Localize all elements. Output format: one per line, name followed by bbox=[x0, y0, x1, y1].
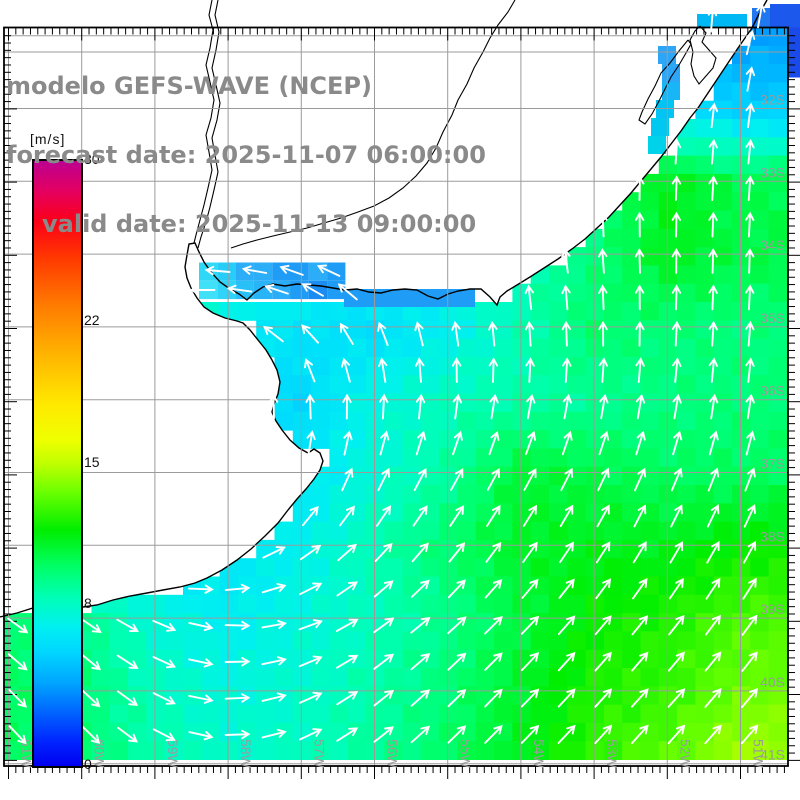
colorbar-tick-label: 8 bbox=[84, 594, 92, 611]
lon-label: 55W bbox=[458, 739, 474, 769]
estuary-cells bbox=[199, 46, 680, 307]
lat-label: 34S bbox=[760, 237, 785, 253]
colorbar-gradient bbox=[32, 159, 83, 768]
lagoon-outline bbox=[638, 39, 692, 125]
lat-label: 33S bbox=[760, 164, 785, 180]
lat-label: 36S bbox=[760, 383, 785, 399]
map-title-block: modelo GEFS-WAVE (NCEP) forecast date: 2… bbox=[6, 29, 486, 282]
lon-label: 60W bbox=[92, 739, 108, 769]
sea-speed-cells bbox=[4, 27, 788, 760]
lat-label: 37S bbox=[760, 456, 785, 472]
model-title: modelo GEFS-WAVE (NCEP) bbox=[6, 72, 372, 100]
lon-label: 53W bbox=[604, 739, 620, 769]
lat-label: 38S bbox=[760, 528, 785, 544]
lat-label: 39S bbox=[760, 601, 785, 617]
direction-arrows bbox=[7, 2, 766, 745]
forecast-date: forecast date: 2025-11-07 06:00:00 bbox=[6, 141, 486, 169]
longitude-labels: 61W 60W 59W 58W 57W 56W 55W 54W 53W 52W 51W bbox=[19, 739, 767, 769]
lat-label: 32S bbox=[760, 92, 785, 108]
lon-label: 52W bbox=[677, 739, 693, 769]
land-mask bbox=[0, 0, 767, 617]
lon-label: 61W bbox=[19, 739, 35, 769]
colorbar-tick-label: 15 bbox=[84, 453, 100, 470]
lagoon-outline bbox=[689, 25, 717, 85]
river-line bbox=[193, 0, 215, 244]
latitude-labels: 32S 33S 34S 35S 36S 37S 38S 39S 40S 41S bbox=[760, 92, 785, 763]
lat-label: 35S bbox=[760, 310, 785, 326]
colorbar-tick-label: 30 bbox=[84, 151, 100, 167]
colorbar-tick-label: 22 bbox=[84, 312, 100, 329]
lon-label: 51W bbox=[751, 739, 767, 769]
lat-label: 41S bbox=[760, 747, 785, 763]
lon-label: 54W bbox=[531, 739, 547, 769]
valid-date: valid date: 2025-11-13 09:00:00 bbox=[42, 210, 477, 238]
map-frame bbox=[3, 26, 800, 779]
colorbar-tick-label: 0 bbox=[84, 756, 92, 772]
lat-label: 40S bbox=[760, 674, 785, 690]
lon-label: 58W bbox=[238, 739, 254, 769]
lon-label: 59W bbox=[165, 739, 181, 769]
colorbar-unit-label: [m/s] bbox=[30, 131, 66, 147]
lon-label: 56W bbox=[385, 739, 401, 769]
lon-label: 57W bbox=[311, 739, 327, 769]
river-line bbox=[197, 0, 221, 249]
